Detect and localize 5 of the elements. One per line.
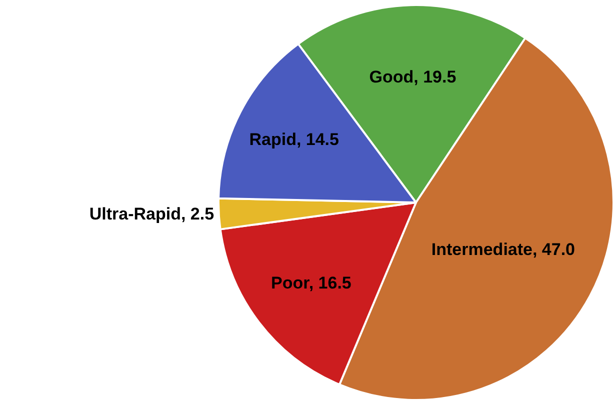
slice-label: Rapid, 14.5 bbox=[249, 130, 339, 150]
slice-label: Poor, 16.5 bbox=[271, 273, 352, 292]
slice-label: Good, 19.5 bbox=[369, 68, 456, 87]
slice-label: Ultra-Rapid, 2.5 bbox=[89, 204, 214, 224]
slice-label: Intermediate, 47.0 bbox=[431, 240, 576, 259]
